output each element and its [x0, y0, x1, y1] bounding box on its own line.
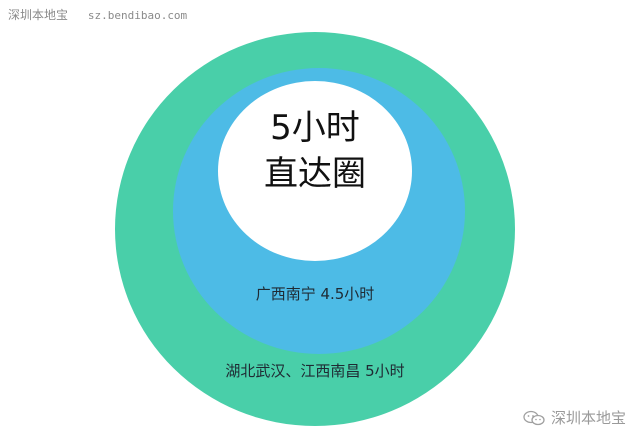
center-title-line1: 5小时 — [270, 108, 360, 148]
top-watermark-brand: 深圳本地宝 — [8, 8, 69, 22]
top-watermark-site: sz.bendibao.com — [87, 9, 188, 22]
bottom-watermark: 深圳本地宝 — [523, 407, 626, 428]
center-title: 5小时 直达圈 — [218, 105, 412, 197]
bottom-watermark-brand: 深圳本地宝 — [550, 409, 626, 427]
wechat-icon — [523, 410, 545, 425]
outer-ring-label: 湖北武汉、江西南昌 5小时 — [225, 362, 405, 380]
center-title-line2: 直达圈 — [264, 154, 366, 194]
top-watermark: 深圳本地宝 sz.bendibao.com — [8, 6, 187, 23]
inner-circle — [218, 81, 412, 261]
middle-ring-label: 广西南宁 4.5小时 — [255, 285, 375, 303]
